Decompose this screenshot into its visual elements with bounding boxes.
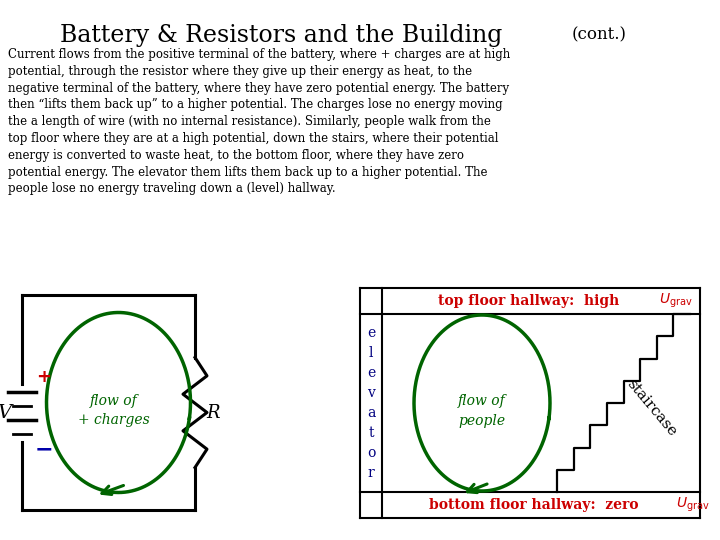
- Text: $\mathit{U}_{\rm grav}$: $\mathit{U}_{\rm grav}$: [676, 496, 710, 514]
- Text: V: V: [0, 403, 11, 422]
- Text: top floor hallway:  high: top floor hallway: high: [438, 294, 624, 308]
- Text: e
l
e
v
a
t
o
r: e l e v a t o r: [366, 326, 375, 480]
- Text: bottom floor hallway:  zero: bottom floor hallway: zero: [429, 498, 643, 512]
- Text: +: +: [37, 368, 52, 387]
- Text: (cont.): (cont.): [572, 26, 627, 43]
- Text: $\mathit{U}_{\rm grav}$: $\mathit{U}_{\rm grav}$: [659, 292, 693, 310]
- Text: Current flows from the positive terminal of the battery, where + charges are at : Current flows from the positive terminal…: [8, 48, 510, 195]
- Text: R: R: [206, 403, 220, 422]
- Text: flow of
+ charges: flow of + charges: [78, 394, 149, 427]
- Text: Battery & Resistors and the Building: Battery & Resistors and the Building: [60, 24, 503, 47]
- Text: flow of
people: flow of people: [458, 394, 506, 428]
- Text: staircase: staircase: [624, 377, 679, 439]
- Text: −: −: [35, 440, 53, 460]
